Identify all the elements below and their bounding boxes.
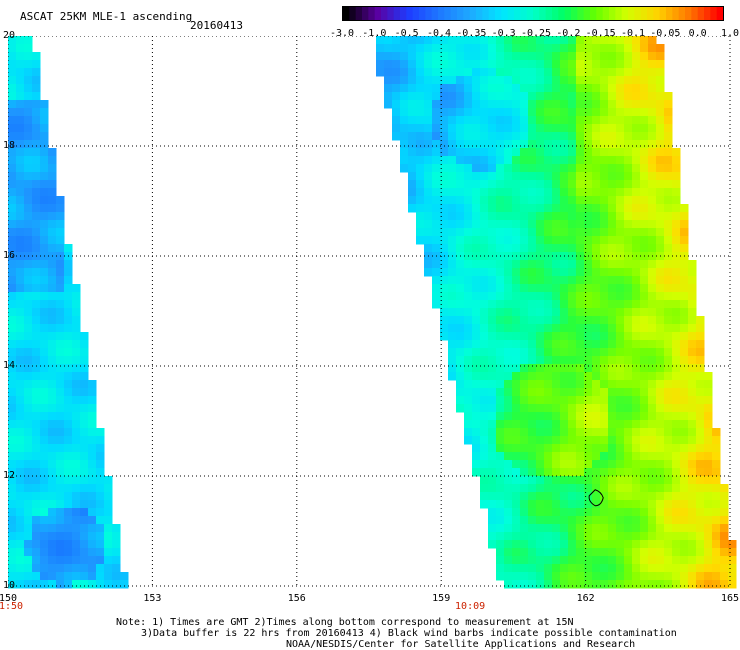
longitude-tick-label: 162 — [576, 593, 595, 604]
colorbar-swatch — [672, 7, 680, 20]
colorbar-tick-label: -0.25 — [520, 28, 552, 39]
colorbar-swatch — [577, 7, 585, 20]
longitude-tick-label: 159 — [432, 593, 451, 604]
colorbar-swatch — [349, 7, 357, 20]
colorbar-swatch — [539, 7, 547, 20]
colorbar-swatch — [495, 7, 502, 20]
colorbar-swatch — [545, 7, 553, 20]
colorbar-tick-label: -0.4 — [426, 28, 452, 39]
colorbar-swatch — [476, 7, 483, 20]
colorbar-swatch — [716, 7, 723, 20]
colorbar-tick-label: 0.0 — [688, 28, 707, 39]
colorbar-tick-label: -0.15 — [585, 28, 616, 39]
colorbar-swatch — [602, 7, 610, 20]
colorbar-swatch — [621, 7, 629, 20]
colorbar-swatch — [558, 7, 566, 20]
colorbar-swatch — [533, 7, 540, 20]
colorbar-swatch — [463, 7, 471, 20]
colorbar-swatch — [596, 7, 604, 20]
colorbar-tick-label: -0.3 — [491, 28, 516, 39]
colorbar-swatch — [368, 7, 376, 20]
footnote-line-3: NOAA/NESDIS/Center for Satellite Applica… — [286, 639, 636, 650]
colorbar-swatch — [431, 7, 439, 20]
swath-time-label: 10:09 — [455, 601, 486, 612]
colorbar-swatch — [469, 7, 477, 20]
colorbar-swatch — [362, 7, 369, 20]
colorbar-swatch — [609, 7, 616, 20]
colorbar-swatch — [583, 7, 591, 20]
latitude-tick-label: 14 — [3, 360, 16, 371]
colorbar-swatch — [482, 7, 490, 20]
longitude-tick-label: 153 — [143, 593, 162, 604]
colorbar-tick-label: -0.2 — [556, 28, 581, 39]
footnote-line-1: Note: 1) Times are GMT 2)Times along bot… — [116, 617, 574, 628]
latitude-tick-label: 10 — [3, 580, 16, 591]
colorbar-swatch — [419, 7, 426, 20]
colorbar-tick-label: -0.05 — [650, 28, 681, 39]
longitude-tick-label: 165 — [720, 593, 740, 604]
swath-time-label: 11:50 — [0, 601, 24, 612]
colorbar-swatch — [691, 7, 699, 20]
colorbar-swatch — [520, 7, 528, 20]
longitude-tick-label: 156 — [287, 593, 306, 604]
footnote: Note: 1) Times are GMT 2)Times along bot… — [116, 617, 677, 650]
colorbar — [342, 6, 724, 21]
latitude-tick-label: 16 — [3, 250, 16, 261]
colorbar-swatch — [438, 7, 445, 20]
footnote-line-2: 3)Data buffer is 22 hrs from 20160413 4)… — [141, 628, 677, 639]
colorbar-tick-label: -0.5 — [394, 28, 419, 39]
colorbar-tick-label: -0.35 — [456, 28, 487, 39]
colorbar-swatch — [590, 7, 597, 20]
colorbar-swatch — [400, 7, 407, 20]
colorbar-swatch — [564, 7, 572, 20]
colorbar-swatch — [526, 7, 534, 20]
figure-title: ASCAT 25KM MLE-1 ascending — [20, 10, 193, 23]
colorbar-swatch — [406, 7, 414, 20]
colorbar-swatch — [678, 7, 686, 20]
colorbar-swatch — [634, 7, 642, 20]
colorbar-swatch — [640, 7, 648, 20]
colorbar-swatch — [393, 7, 401, 20]
colorbar-swatch — [710, 7, 718, 20]
colorbar-swatch — [457, 7, 464, 20]
colorbar-swatch — [659, 7, 667, 20]
colorbar-swatch — [697, 7, 705, 20]
latitude-tick-label: 20 — [3, 30, 16, 41]
latitude-tick-label: 18 — [3, 140, 16, 151]
colorbar-swatch — [666, 7, 673, 20]
colorbar-swatch — [412, 7, 420, 20]
colorbar-swatch — [374, 7, 382, 20]
colorbar-swatch — [552, 7, 559, 20]
colorbar-swatch — [450, 7, 458, 20]
colorbar-swatch — [444, 7, 452, 20]
latitude-tick-label: 12 — [3, 470, 16, 481]
colorbar-swatch — [571, 7, 578, 20]
colorbar-tick-label: 1.0 — [720, 28, 740, 39]
colorbar-swatch — [653, 7, 661, 20]
colorbar-swatch — [647, 7, 654, 20]
colorbar-tick-label: -3.0 — [329, 28, 355, 39]
colorbar-labels: -3.0 -1.0 -0.5 -0.4 -0.35 -0.3 -0.25 -0.2 -0.15-… — [329, 28, 739, 40]
colorbar-swatch — [381, 7, 388, 20]
colorbar-tick-label: -1.0 — [362, 28, 387, 39]
colorbar-swatch — [628, 7, 635, 20]
colorbar-swatch — [615, 7, 623, 20]
contamination-contour — [588, 489, 604, 507]
colorbar-swatch — [488, 7, 496, 20]
colorbar-swatch — [704, 7, 711, 20]
colorbar-swatch — [355, 7, 363, 20]
colorbar-swatch — [343, 7, 350, 20]
colorbar-swatch — [514, 7, 521, 20]
colorbar-swatch — [507, 7, 515, 20]
colorbar-swatch — [501, 7, 509, 20]
colorbar-swatch — [685, 7, 692, 20]
figure-date: 20160413 — [190, 19, 243, 32]
colorbar-swatch — [425, 7, 433, 20]
longitude-tick-label: 150 — [0, 593, 18, 604]
wind-map — [8, 36, 737, 589]
colorbar-swatch — [387, 7, 395, 20]
colorbar-tick-label: -0.1 — [620, 28, 646, 39]
